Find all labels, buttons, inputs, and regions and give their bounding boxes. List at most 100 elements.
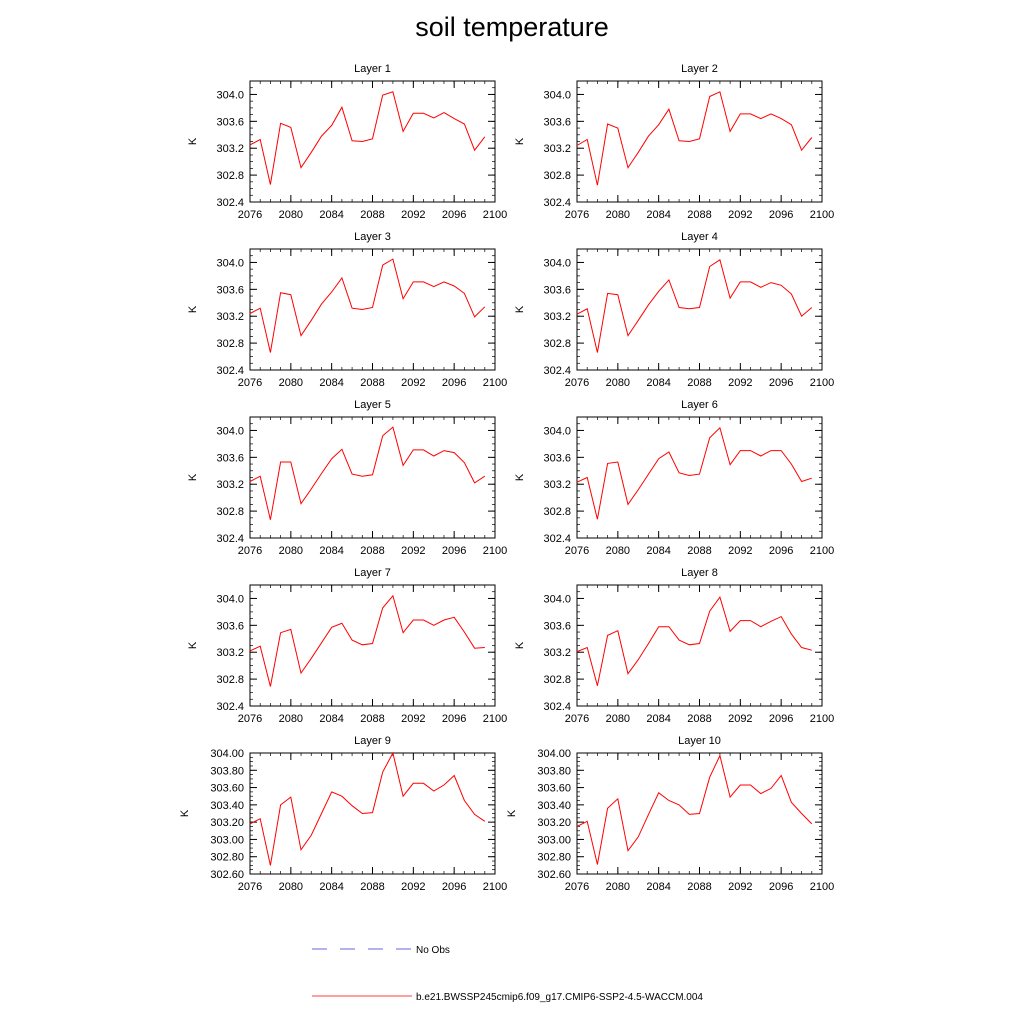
y-tick-label: 303.80 xyxy=(210,765,244,777)
panel-layer-6: Layer 6 2076 2080 2084 2088 2092 2096 2100 302.4… xyxy=(514,399,834,557)
y-tick-label: 303.2 xyxy=(543,311,571,323)
series-line xyxy=(576,754,813,865)
y-tick-label: 303.00 xyxy=(537,834,571,846)
panel-title: Layer 9 xyxy=(354,735,391,747)
x-tick-label: 2100 xyxy=(810,881,834,893)
panel-layer-10: Layer 10 2076 2080 2084 2088 2092 2096 2100 302.… xyxy=(506,735,834,893)
x-tick-label: 2100 xyxy=(483,545,507,557)
y-tick-label: 302.8 xyxy=(543,674,571,686)
x-tick-label: 2088 xyxy=(687,881,711,893)
x-tick-label: 2076 xyxy=(238,545,262,557)
y-tick-label: 302.8 xyxy=(216,338,244,350)
y-axis-label: K xyxy=(514,473,526,481)
series-line xyxy=(249,258,486,353)
x-tick-label: 2088 xyxy=(360,377,384,389)
x-tick-label: 2080 xyxy=(606,545,630,557)
x-tick-label: 2092 xyxy=(728,713,752,725)
y-tick-label: 304.0 xyxy=(216,257,244,269)
y-tick-label: 302.4 xyxy=(543,533,571,545)
x-tick-label: 2088 xyxy=(360,209,384,221)
y-tick-label: 304.0 xyxy=(216,593,244,605)
y-tick-label: 303.2 xyxy=(216,479,244,491)
y-tick-label: 303.6 xyxy=(543,284,571,296)
y-tick-label: 302.4 xyxy=(216,365,244,377)
x-tick-label: 2088 xyxy=(360,881,384,893)
panel-layer-2: Layer 2 2076 2080 2084 2088 2092 2096 2100 302.4… xyxy=(514,63,834,221)
x-tick-label: 2080 xyxy=(606,209,630,221)
x-tick-label: 2096 xyxy=(769,713,793,725)
x-tick-label: 2096 xyxy=(442,881,466,893)
y-tick-label: 303.2 xyxy=(216,647,244,659)
y-tick-label: 303.60 xyxy=(537,783,571,795)
y-tick-label: 302.4 xyxy=(543,365,571,377)
legend-obs-label: No Obs xyxy=(416,945,450,956)
y-axis-label: K xyxy=(187,473,199,481)
x-tick-label: 2096 xyxy=(442,713,466,725)
panel-layer-8: Layer 8 2076 2080 2084 2088 2092 2096 2100 302.4… xyxy=(514,567,834,725)
x-tick-label: 2096 xyxy=(442,377,466,389)
x-tick-label: 2092 xyxy=(728,377,752,389)
y-tick-label: 303.2 xyxy=(543,479,571,491)
x-tick-label: 2092 xyxy=(728,881,752,893)
panel-title: Layer 4 xyxy=(681,231,718,243)
y-tick-label: 302.80 xyxy=(537,852,571,864)
x-tick-label: 2096 xyxy=(769,881,793,893)
x-tick-label: 2084 xyxy=(319,881,343,893)
y-tick-label: 303.6 xyxy=(543,620,571,632)
y-tick-label: 302.8 xyxy=(216,506,244,518)
y-tick-label: 302.8 xyxy=(543,506,571,518)
x-tick-label: 2076 xyxy=(238,881,262,893)
y-tick-label: 303.20 xyxy=(537,817,571,829)
y-tick-label: 303.6 xyxy=(543,452,571,464)
x-tick-label: 2096 xyxy=(769,377,793,389)
x-tick-label: 2084 xyxy=(646,545,670,557)
y-axis-label: K xyxy=(187,305,199,313)
series-line xyxy=(249,751,486,866)
x-tick-label: 2084 xyxy=(319,545,343,557)
series-line xyxy=(249,594,485,687)
x-tick-label: 2080 xyxy=(606,377,630,389)
x-tick-label: 2080 xyxy=(279,209,303,221)
legend-model-label: b.e21.BWSSP245cmip6.f09_g17.CMIP6-SSP2-4… xyxy=(416,992,703,1003)
x-tick-label: 2100 xyxy=(483,881,507,893)
x-tick-label: 2100 xyxy=(483,377,507,389)
y-tick-label: 302.80 xyxy=(210,852,244,864)
x-tick-label: 2080 xyxy=(279,881,303,893)
plot-frame xyxy=(576,584,823,707)
series-line xyxy=(576,426,812,520)
y-tick-label: 302.4 xyxy=(216,533,244,545)
y-tick-label: 302.8 xyxy=(216,674,244,686)
x-tick-label: 2092 xyxy=(401,377,425,389)
panel-title: Layer 5 xyxy=(354,399,391,411)
panel-layer-1: Layer 1 2076 2080 2084 2088 2092 2096 2100 302.4… xyxy=(187,63,507,221)
plot-frame xyxy=(249,248,496,371)
x-tick-label: 2080 xyxy=(279,377,303,389)
series-line xyxy=(576,91,813,186)
x-tick-label: 2076 xyxy=(565,377,589,389)
x-tick-label: 2088 xyxy=(687,209,711,221)
x-tick-label: 2076 xyxy=(238,713,262,725)
x-tick-label: 2076 xyxy=(565,545,589,557)
panels: Layer 1 2076 2080 2084 2088 2092 2096 2100 302.4… xyxy=(179,63,834,893)
y-tick-label: 302.4 xyxy=(543,197,571,209)
x-tick-label: 2076 xyxy=(565,209,589,221)
x-tick-label: 2092 xyxy=(728,209,752,221)
x-tick-label: 2100 xyxy=(810,209,834,221)
y-tick-label: 304.0 xyxy=(543,257,571,269)
panel-title: Layer 3 xyxy=(354,231,391,243)
x-tick-label: 2076 xyxy=(238,209,262,221)
plot-frame xyxy=(249,584,496,707)
x-tick-label: 2080 xyxy=(606,713,630,725)
panel-layer-7: Layer 7 2076 2080 2084 2088 2092 2096 2100 302.4… xyxy=(187,567,507,725)
y-tick-label: 303.6 xyxy=(216,116,244,128)
x-tick-label: 2084 xyxy=(319,209,343,221)
y-axis-label: K xyxy=(187,137,199,145)
series-line xyxy=(249,91,486,185)
y-tick-label: 302.4 xyxy=(216,197,244,209)
plot-frame xyxy=(576,80,823,203)
y-tick-label: 303.2 xyxy=(216,311,244,323)
y-tick-label: 302.8 xyxy=(543,338,571,350)
x-tick-label: 2088 xyxy=(687,377,711,389)
panel-title: Layer 1 xyxy=(354,63,391,75)
panel-title: Layer 8 xyxy=(681,567,718,579)
